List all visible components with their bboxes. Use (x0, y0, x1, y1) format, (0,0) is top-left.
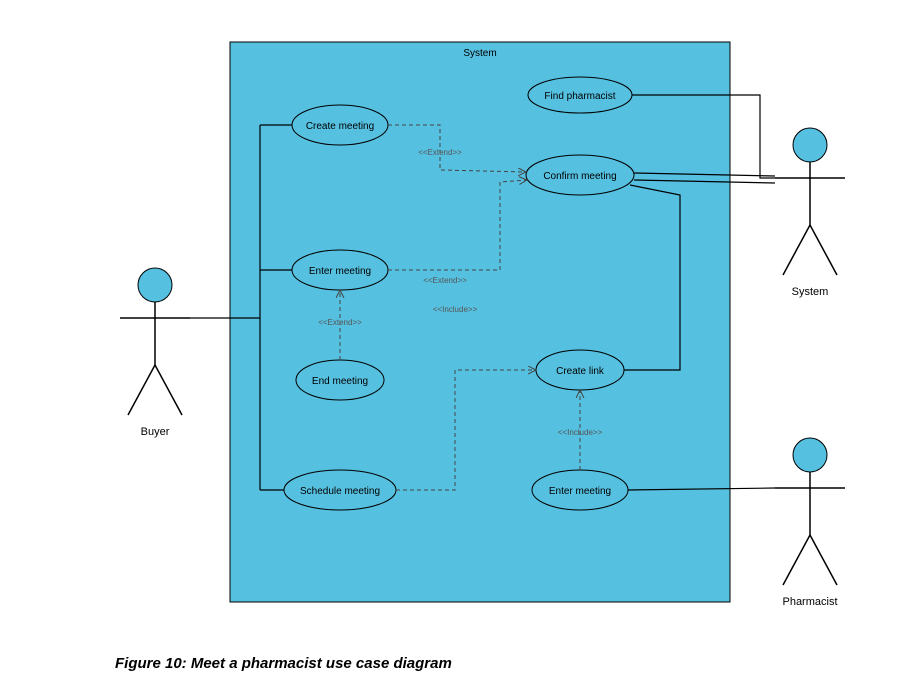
label-include-2: <<Include>> (558, 428, 603, 437)
figure-caption: Figure 10: Meet a pharmacist use case di… (115, 655, 452, 672)
label-extend-3: <<Extend>> (318, 318, 362, 327)
label-include-1: <<Include>> (433, 305, 478, 314)
usecase-create-link: Create link (536, 350, 624, 390)
svg-text:Enter meeting: Enter meeting (309, 266, 371, 277)
svg-text:Create meeting: Create meeting (306, 121, 374, 132)
actor-pharmacist-label: Pharmacist (782, 596, 837, 608)
svg-text:End meeting: End meeting (312, 376, 368, 387)
svg-text:Confirm meeting: Confirm meeting (543, 171, 616, 182)
usecase-confirm-meeting: Confirm meeting (526, 155, 634, 195)
actor-pharmacist: Pharmacist (775, 438, 845, 608)
usecase-enter-meeting-buyer: Enter meeting (292, 250, 388, 290)
usecase-create-meeting: Create meeting (292, 105, 388, 145)
actor-buyer-label: Buyer (141, 426, 170, 438)
svg-text:Schedule meeting: Schedule meeting (300, 486, 380, 497)
label-extend-1: <<Extend>> (418, 148, 462, 157)
usecase-schedule-meeting: Schedule meeting (284, 470, 396, 510)
label-extend-2: <<Extend>> (423, 276, 467, 285)
usecase-enter-meeting-pharmacist: Enter meeting (532, 470, 628, 510)
actor-system: System (775, 128, 845, 298)
diagram-canvas: System Buyer System Pharmacist (0, 0, 907, 697)
svg-text:Create link: Create link (556, 366, 605, 377)
svg-text:Find pharmacist: Find pharmacist (544, 91, 615, 102)
actor-buyer: Buyer (120, 268, 190, 438)
system-title: System (463, 48, 496, 59)
svg-text:Enter meeting: Enter meeting (549, 486, 611, 497)
usecase-find-pharmacist: Find pharmacist (528, 77, 632, 113)
actor-system-label: System (792, 286, 829, 298)
use-case-diagram-svg: System Buyer System Pharmacist (0, 0, 907, 697)
usecase-end-meeting: End meeting (296, 360, 384, 400)
